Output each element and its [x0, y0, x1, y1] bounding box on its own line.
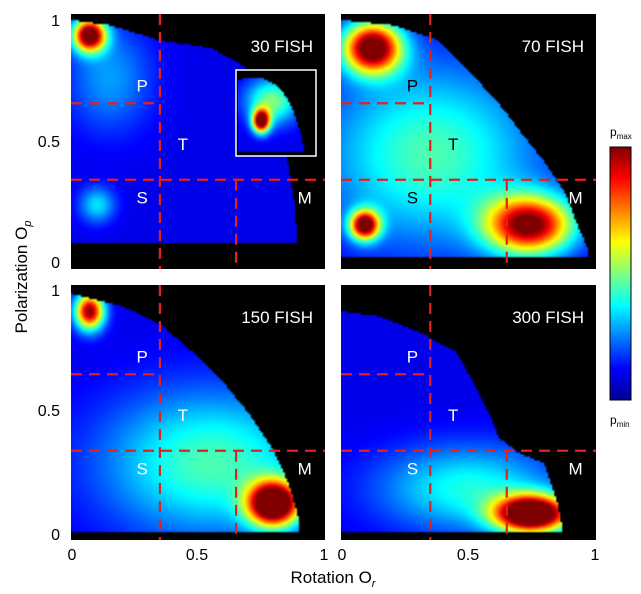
y-tick-top-0-5: 0.5 — [38, 134, 60, 151]
region-label-t-70-fish: T — [448, 135, 458, 154]
region-label-m-30-fish: M — [298, 189, 312, 208]
panel-title-30-fish: 30 FISH — [251, 37, 313, 56]
region-label-p-30-fish: P — [136, 76, 147, 95]
x-axis-label: Rotation Or — [291, 568, 377, 589]
y-tick-bottom-0: 0 — [51, 527, 60, 544]
x-tick-right-1: 1 — [591, 547, 600, 564]
x-tick-right-0: 0 — [338, 547, 347, 564]
region-label-s-70-fish: S — [407, 189, 418, 208]
x-tick-left-0: 0 — [68, 547, 77, 564]
panel-title-300-fish: 300 FISH — [512, 308, 584, 327]
x-tick-left-0-5: 0.5 — [186, 547, 208, 564]
colorbar-min-label: pmin — [610, 413, 630, 429]
region-label-s-30-fish: S — [136, 189, 147, 208]
colorbar-max-label: pmax — [610, 125, 632, 141]
region-label-p-300-fish: P — [407, 347, 418, 366]
y-tick-bottom-1: 1 — [51, 283, 60, 300]
region-label-p-150-fish: P — [136, 347, 147, 366]
y-tick-top-1: 1 — [51, 13, 60, 30]
colorbar — [609, 146, 632, 401]
inset-heatmap-image — [238, 72, 314, 154]
x-tick-right-0-5: 0.5 — [457, 547, 479, 564]
region-label-m-300-fish: M — [569, 460, 583, 479]
heatmap-image-70-fish — [341, 14, 596, 269]
panel-title-70-fish: 70 FISH — [522, 37, 584, 56]
y-tick-bottom-0-5: 0.5 — [38, 403, 60, 420]
region-label-p-70-fish: P — [407, 76, 418, 95]
region-label-t-300-fish: T — [448, 406, 458, 425]
y-tick-top-0: 0 — [51, 255, 60, 272]
region-label-s-300-fish: S — [407, 460, 418, 479]
heatmap-image-300-fish — [341, 285, 596, 540]
inset-frame — [235, 69, 317, 157]
region-label-s-150-fish: S — [136, 460, 147, 479]
panel-title-150-fish: 150 FISH — [241, 308, 313, 327]
region-label-m-150-fish: M — [298, 460, 312, 479]
region-label-m-70-fish: M — [569, 189, 583, 208]
x-tick-left-1: 1 — [320, 547, 329, 564]
y-axis-label: Polarization Op — [12, 221, 34, 334]
heatmap-image-150-fish — [71, 285, 325, 540]
region-label-t-30-fish: T — [178, 135, 188, 154]
region-label-t-150-fish: T — [178, 406, 188, 425]
